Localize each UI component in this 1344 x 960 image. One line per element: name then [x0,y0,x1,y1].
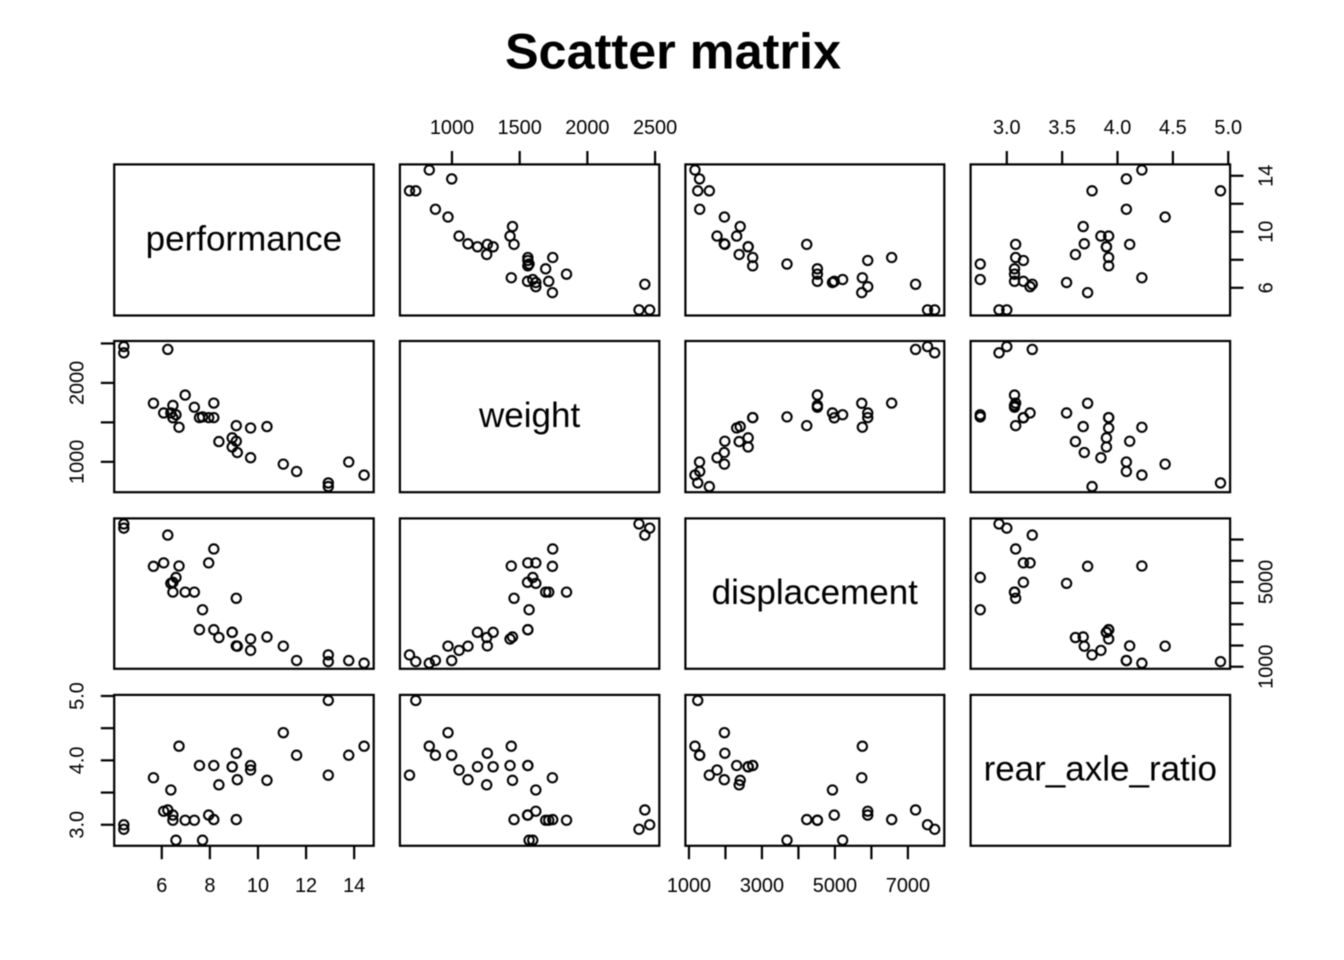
svg-text:3.0: 3.0 [66,811,88,839]
svg-text:5.0: 5.0 [66,682,88,710]
svg-text:4.0: 4.0 [66,747,88,775]
svg-text:3000: 3000 [740,875,784,897]
svg-text:1000: 1000 [430,117,474,139]
svg-text:1000: 1000 [667,875,711,897]
svg-text:5000: 5000 [813,875,857,897]
svg-text:2500: 2500 [633,117,677,139]
svg-text:weight: weight [478,396,580,435]
svg-text:2000: 2000 [66,361,88,405]
svg-text:2000: 2000 [565,117,609,139]
svg-text:6: 6 [1256,282,1278,293]
svg-text:5000: 5000 [1256,560,1278,604]
svg-text:7000: 7000 [886,875,930,897]
svg-text:performance: performance [146,219,342,258]
svg-text:6: 6 [156,875,167,897]
svg-text:1000: 1000 [66,440,88,484]
svg-text:12: 12 [295,875,317,897]
svg-text:4.5: 4.5 [1159,117,1187,139]
svg-text:4.0: 4.0 [1104,117,1132,139]
svg-text:5.0: 5.0 [1214,117,1242,139]
svg-text:14: 14 [1256,165,1278,187]
svg-text:displacement: displacement [712,573,918,612]
svg-text:3.5: 3.5 [1048,117,1076,139]
svg-text:1500: 1500 [498,117,542,139]
svg-text:14: 14 [343,875,365,897]
svg-text:rear_axle_ratio: rear_axle_ratio [984,750,1217,789]
svg-text:Scatter matrix: Scatter matrix [505,22,841,79]
svg-text:3.0: 3.0 [993,117,1021,139]
svg-text:1000: 1000 [1256,645,1278,689]
svg-text:10: 10 [1256,221,1278,243]
svg-text:10: 10 [247,875,269,897]
svg-text:8: 8 [204,875,215,897]
